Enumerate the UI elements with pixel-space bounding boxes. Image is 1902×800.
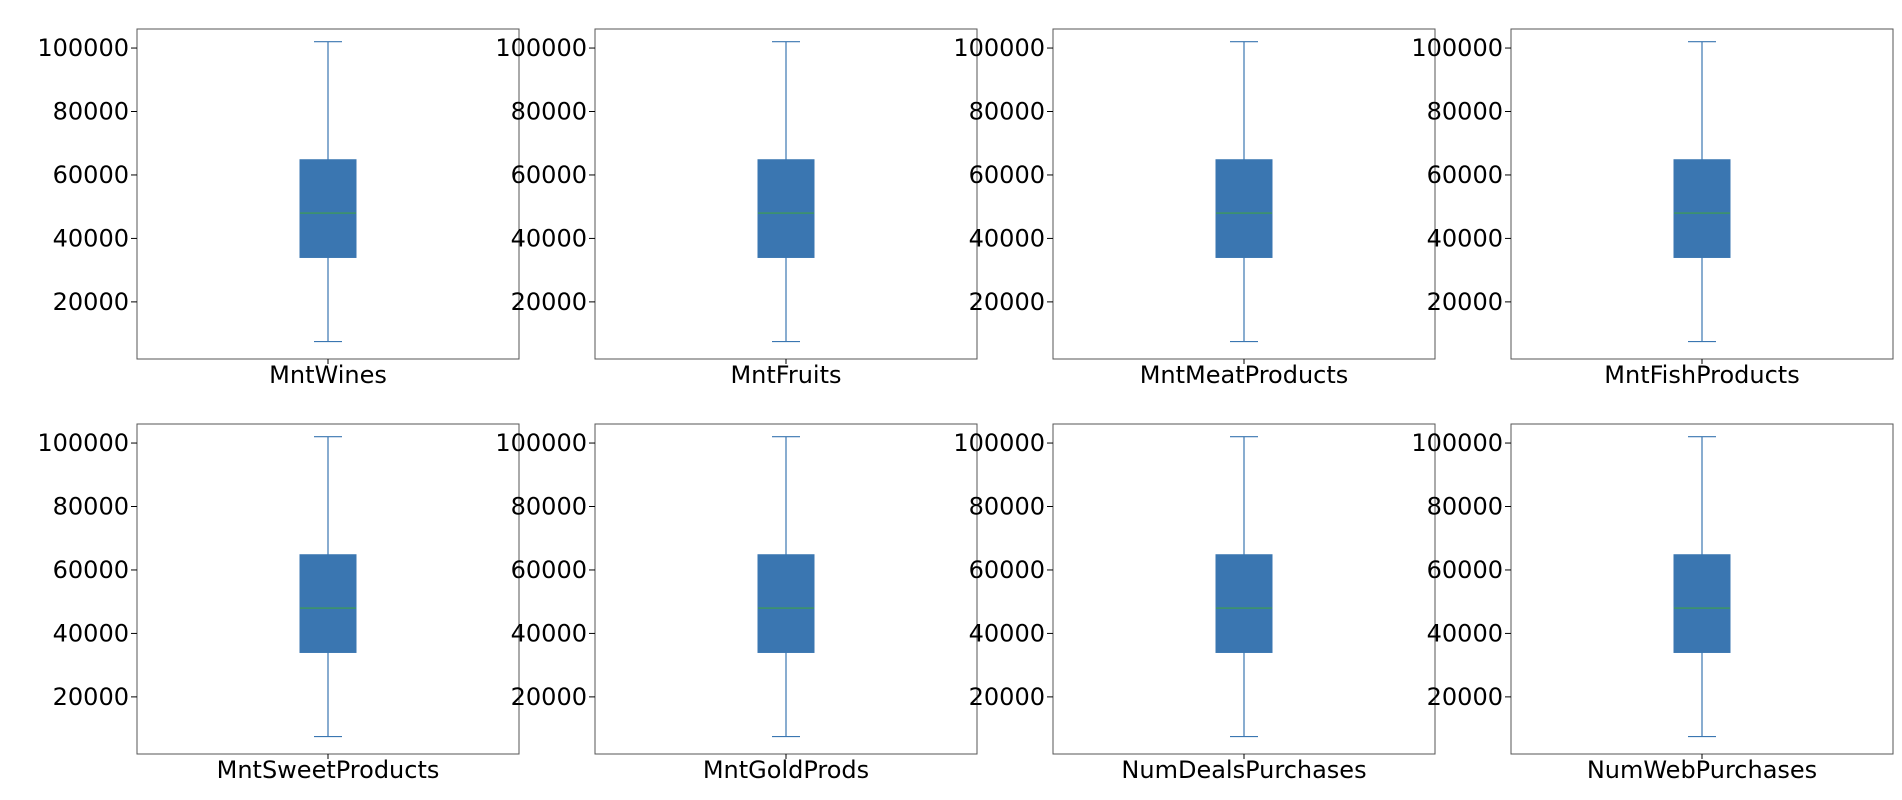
y-tick-label: 80000 [1427,98,1503,126]
y-tick-label: 20000 [53,683,129,711]
category-label: MntFruits [730,361,841,389]
y-tick-label: 80000 [53,493,129,521]
y-tick-label: 60000 [53,161,129,189]
iqr-box [1673,159,1731,258]
y-tick-label: 60000 [53,556,129,584]
y-tick-label: 40000 [969,224,1045,252]
y-tick-label: 60000 [969,556,1045,584]
y-tick-label: 80000 [53,98,129,126]
boxplot-panel: 20000 40000 60000 80000 100000 MntMeatProduct… [953,28,1436,389]
y-tick-label: 20000 [1427,288,1503,316]
y-tick-label: 60000 [511,556,587,584]
y-tick-label: 60000 [1427,161,1503,189]
boxplot-panel: 20000 40000 60000 80000 100000 NumDealsPurcha… [953,423,1436,784]
y-tick-label: 60000 [969,161,1045,189]
boxplot-panel: 20000 40000 60000 80000 100000 MntFruits [495,28,978,389]
y-tick-label: 40000 [1427,619,1503,647]
boxplot-panel: 20000 40000 60000 80000 100000 MntGoldProds [495,423,978,784]
y-tick-label: 100000 [953,429,1045,457]
y-tick-label: 80000 [969,98,1045,126]
iqr-box [757,554,815,653]
y-tick-label: 60000 [1427,556,1503,584]
y-tick-label: 20000 [53,288,129,316]
y-tick-label: 40000 [1427,224,1503,252]
iqr-box [1673,554,1731,653]
category-label: MntWines [269,361,387,389]
y-tick-label: 80000 [969,493,1045,521]
y-tick-label: 60000 [511,161,587,189]
iqr-box [1215,159,1273,258]
y-tick-label: 100000 [1411,429,1503,457]
y-tick-label: 100000 [495,34,587,62]
y-tick-label: 20000 [969,683,1045,711]
y-tick-label: 100000 [37,34,129,62]
y-tick-label: 100000 [37,429,129,457]
category-label: NumWebPurchases [1587,756,1817,784]
y-tick-label: 100000 [1411,34,1503,62]
category-label: MntMeatProducts [1140,361,1349,389]
iqr-box [1215,554,1273,653]
y-tick-label: 40000 [969,619,1045,647]
y-tick-label: 40000 [511,619,587,647]
iqr-box [299,554,357,653]
boxplot-panel: 20000 40000 60000 80000 100000 MntWines [37,28,520,389]
y-tick-label: 20000 [969,288,1045,316]
boxplot-panel: 20000 40000 60000 80000 100000 NumWebPurchase… [1411,423,1894,784]
iqr-box [757,159,815,258]
y-tick-label: 40000 [511,224,587,252]
y-tick-label: 40000 [53,619,129,647]
y-tick-label: 40000 [53,224,129,252]
category-label: MntGoldProds [703,756,869,784]
y-tick-label: 80000 [511,493,587,521]
y-tick-label: 80000 [511,98,587,126]
boxplot-panel: 20000 40000 60000 80000 100000 MntFishProduct… [1411,28,1894,389]
category-label: NumDealsPurchases [1121,756,1366,784]
iqr-box [299,159,357,258]
y-tick-label: 20000 [511,683,587,711]
boxplot-panel: 20000 40000 60000 80000 100000 MntSweetProduc… [37,423,520,784]
y-tick-label: 20000 [511,288,587,316]
y-tick-label: 100000 [495,429,587,457]
y-tick-label: 20000 [1427,683,1503,711]
category-label: MntFishProducts [1604,361,1799,389]
category-label: MntSweetProducts [217,756,440,784]
y-tick-label: 100000 [953,34,1045,62]
y-tick-label: 80000 [1427,493,1503,521]
